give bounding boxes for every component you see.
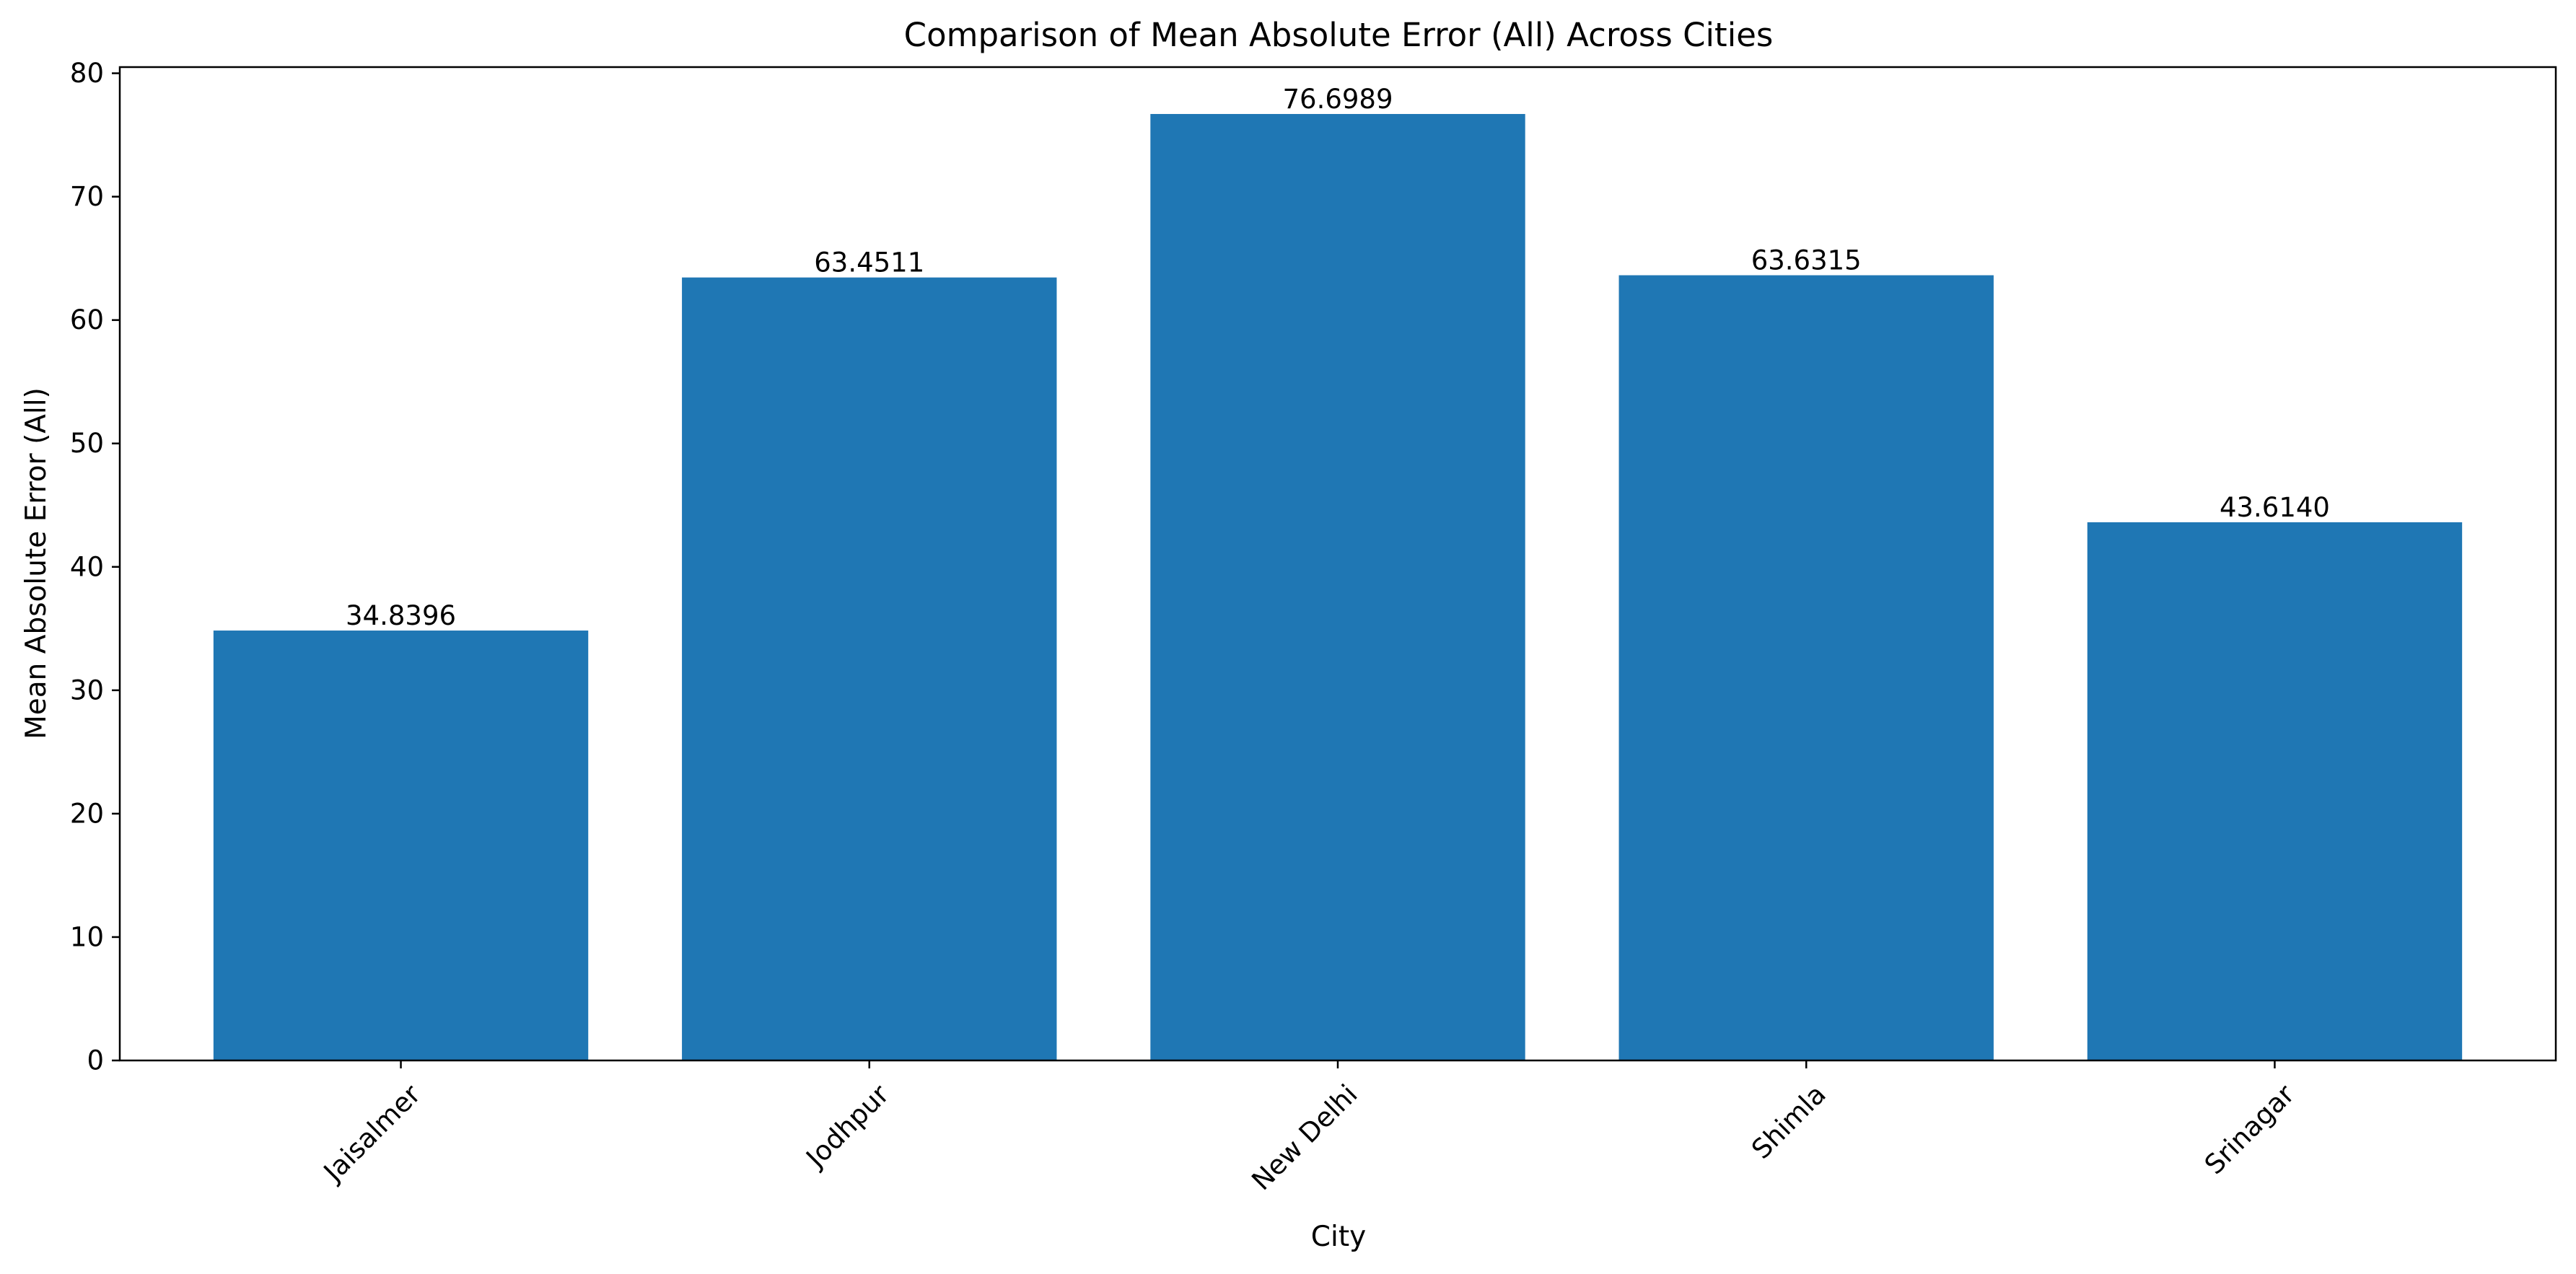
bar-jodhpur — [682, 277, 1057, 1061]
y-axis-label: Mean Absolute Error (All) — [20, 387, 53, 739]
y-tick-label: 70 — [70, 181, 104, 212]
plot-frame — [118, 66, 2557, 1062]
data-label-srinagar: 43.6140 — [2220, 492, 2330, 523]
bar-shimla — [1618, 275, 1994, 1060]
x-axis-label: City — [1311, 1221, 1366, 1253]
data-label-jaisalmer: 34.8396 — [346, 600, 456, 631]
bars-layer: 34.8396 63.4511 76.6989 63.6315 43.6140 — [213, 84, 2463, 1061]
chart-title: Comparison of Mean Absolute Error (All) … — [904, 16, 1774, 54]
bar-jaisalmer — [213, 631, 589, 1060]
data-label-shimla: 63.6315 — [1751, 245, 1862, 276]
bar-new-delhi — [1150, 114, 1525, 1061]
y-tick-label: 40 — [70, 551, 104, 582]
y-tick-label: 80 — [70, 58, 104, 89]
bar-srinagar — [2087, 522, 2463, 1060]
y-tick-label: 60 — [70, 304, 104, 335]
y-tick-label: 10 — [70, 921, 104, 952]
data-label-new-delhi: 76.6989 — [1282, 84, 1393, 115]
y-tick-label: 20 — [70, 798, 104, 829]
data-label-jodhpur: 63.4511 — [814, 247, 924, 278]
y-tick-label: 50 — [70, 428, 104, 459]
y-tick-label: 30 — [70, 675, 104, 706]
y-tick-label: 0 — [87, 1045, 104, 1076]
